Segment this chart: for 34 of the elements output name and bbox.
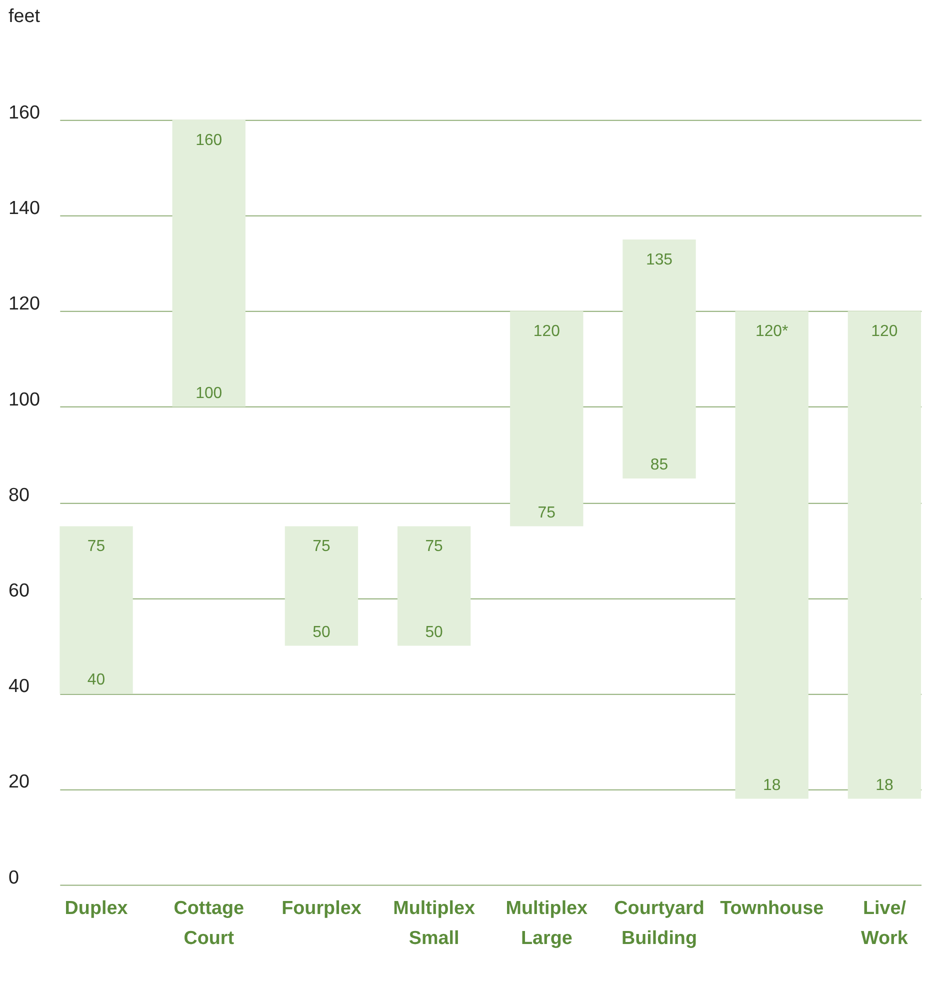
- y-tick-label: 80: [8, 484, 30, 506]
- y-tick-label: 60: [8, 580, 30, 602]
- y-tick-label: 40: [8, 676, 30, 698]
- y-tick-label: 20: [8, 772, 30, 793]
- annotation: 120: [871, 323, 898, 340]
- annotation: 18: [876, 776, 894, 794]
- annotation: 75: [312, 538, 330, 556]
- y-tick-label: 120: [8, 294, 40, 315]
- x-tick-label: Fourplex: [282, 898, 362, 920]
- y-tick-label: 0: [8, 867, 19, 888]
- annotation: 50: [312, 624, 330, 641]
- x-tick-label: Townhouse: [720, 898, 824, 920]
- annotation: 18: [762, 776, 781, 794]
- annotation: 75: [425, 538, 444, 556]
- y-axis-title: feet: [8, 6, 41, 27]
- x-tick-label: Multiplex Small: [393, 898, 476, 949]
- x-tick-label: Live/Work: [861, 898, 908, 949]
- x-tick-label: Courtyard Building: [614, 898, 704, 949]
- annotation: 160: [196, 132, 222, 149]
- annotation: 75: [538, 504, 556, 522]
- annotation: 85: [650, 456, 668, 474]
- annotation: 50: [425, 624, 444, 641]
- x-tick-label: Cottage Court: [174, 898, 244, 949]
- y-tick-label: 160: [8, 102, 40, 124]
- x-tick-label: Multiplex Large: [506, 898, 588, 949]
- annotation: 40: [87, 672, 106, 689]
- y-tick-label: 100: [8, 389, 40, 410]
- y-tick-label: 140: [8, 198, 40, 220]
- x-tick-label: Duplex: [64, 898, 128, 920]
- annotation: 120: [533, 323, 560, 340]
- annotation: 100: [196, 384, 222, 402]
- annotation: 135: [646, 251, 673, 268]
- annotation: 120*: [755, 323, 788, 340]
- annotation: 75: [87, 538, 106, 556]
